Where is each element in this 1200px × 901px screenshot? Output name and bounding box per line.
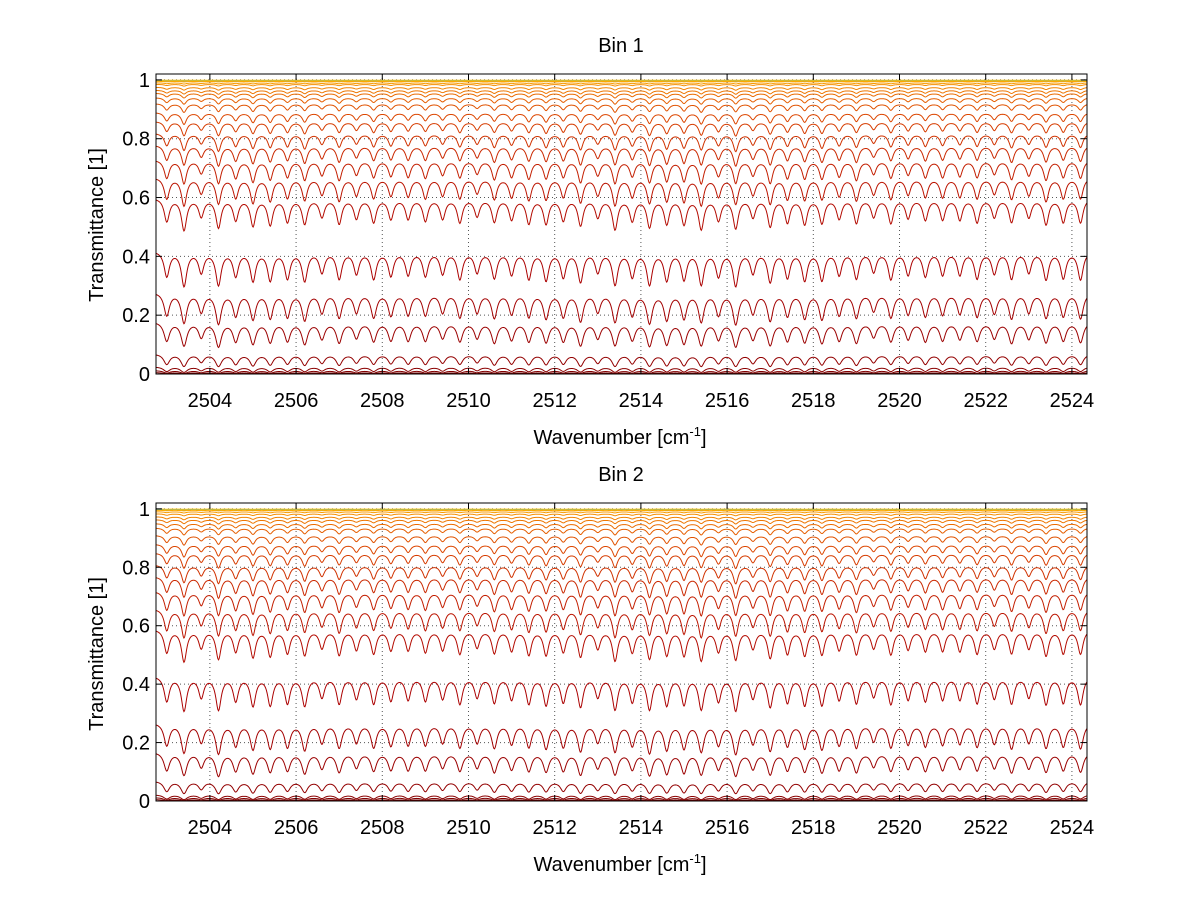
x-tick-label: 2514 — [619, 390, 664, 412]
x-axis-label: Wavenumber [cm-1] — [533, 424, 706, 449]
x-axis-label: Wavenumber [cm-1] — [533, 851, 706, 876]
x-tick-label: 2508 — [360, 390, 405, 412]
series-line — [156, 372, 1087, 374]
series-line — [156, 199, 1087, 233]
series-line — [156, 121, 1087, 137]
x-tick-label: 2524 — [1050, 390, 1095, 412]
x-axis-label-exponent: -1 — [689, 851, 701, 866]
series-line — [156, 523, 1087, 530]
series-line — [156, 797, 1087, 801]
y-axis-label: Transmittance [1] — [86, 148, 108, 302]
series-line — [156, 370, 1087, 374]
x-tick-label: 2506 — [274, 817, 319, 839]
y-tick-label: 0.2 — [122, 305, 150, 327]
series-line — [156, 516, 1087, 521]
series-line — [156, 630, 1087, 664]
series-line — [156, 294, 1087, 326]
series-line — [156, 82, 1087, 85]
x-tick-label: 2512 — [532, 390, 577, 412]
x-tick-label: 2522 — [963, 817, 1008, 839]
x-tick-label: 2510 — [446, 817, 491, 839]
x-tick-label: 2512 — [532, 817, 577, 839]
y-axis-label: Transmittance [1] — [86, 577, 108, 731]
series-line — [156, 86, 1087, 91]
series-line — [156, 366, 1087, 373]
x-tick-label: 2508 — [360, 817, 405, 839]
series-line — [156, 592, 1087, 617]
y-tick-label: 0.6 — [122, 616, 150, 638]
series-line — [156, 178, 1087, 208]
series-line — [156, 794, 1087, 801]
bin-1-chart: Bin 1 Transmittance [1] Wavenumber [cm-1… — [86, 35, 1094, 449]
x-tick-label: 2520 — [877, 817, 922, 839]
series-line — [156, 753, 1087, 778]
series-line — [156, 781, 1087, 795]
series-line — [156, 133, 1087, 153]
series-line — [156, 677, 1087, 713]
series-line — [156, 92, 1087, 99]
series-line — [156, 323, 1087, 349]
x-tick-label: 2516 — [705, 817, 750, 839]
x-tick-label: 2514 — [619, 817, 664, 839]
x-tick-label: 2506 — [274, 390, 319, 412]
plot-area — [156, 503, 1087, 801]
bin-2-chart: Bin 2 Transmittance [1] Wavenumber [cm-1… — [86, 464, 1094, 876]
series-line — [156, 112, 1087, 126]
series-line — [156, 354, 1087, 368]
series-line — [156, 103, 1087, 114]
series-line — [156, 160, 1087, 186]
x-axis-label-exponent: -1 — [689, 424, 701, 439]
y-tick-label: 0.2 — [122, 733, 150, 755]
y-tick-label: 0 — [139, 364, 150, 386]
y-tick-label: 0.4 — [122, 246, 150, 268]
chart-title: Bin 1 — [598, 35, 644, 57]
series-line — [156, 89, 1087, 95]
x-tick-label: 2518 — [791, 390, 836, 412]
series-line — [156, 527, 1087, 536]
series-line — [156, 609, 1087, 640]
series-line — [156, 565, 1087, 585]
series-line — [156, 509, 1087, 512]
y-tick-label: 0.6 — [122, 188, 150, 210]
y-tick-label: 0.8 — [122, 557, 150, 579]
axes-box — [155, 502, 1088, 802]
series-line — [156, 799, 1087, 801]
x-axis-label-close: ] — [701, 427, 707, 449]
x-tick-label: 2522 — [963, 390, 1008, 412]
series-line — [156, 553, 1087, 570]
x-tick-label: 2504 — [188, 817, 233, 839]
x-axis-label-close: ] — [701, 854, 707, 876]
series-line — [156, 577, 1087, 600]
series-line — [156, 511, 1087, 514]
x-tick-label: 2516 — [705, 390, 750, 412]
series-line — [156, 513, 1087, 517]
y-tick-label: 0.8 — [122, 129, 150, 151]
series-line — [156, 519, 1087, 525]
x-tick-label: 2504 — [188, 390, 233, 412]
series-line — [156, 544, 1087, 558]
series-line — [156, 535, 1087, 546]
y-tick-label: 1 — [139, 499, 150, 521]
y-tick-label: 0 — [139, 791, 150, 813]
series-group — [156, 508, 1087, 801]
series-line — [156, 724, 1087, 756]
series-line — [156, 83, 1087, 87]
x-tick-label: 2510 — [446, 390, 491, 412]
x-tick-label: 2518 — [791, 817, 836, 839]
x-tick-label: 2524 — [1050, 817, 1095, 839]
series-line — [156, 145, 1087, 168]
x-axis-label-text: Wavenumber [cm — [533, 854, 689, 876]
chart-title: Bin 2 — [598, 464, 644, 486]
x-axis-label-text: Wavenumber [cm — [533, 427, 689, 449]
axes-box — [155, 73, 1088, 375]
y-tick-label: 1 — [139, 70, 150, 92]
series-line — [156, 80, 1087, 83]
y-tick-label: 0.4 — [122, 674, 150, 696]
series-group — [156, 79, 1087, 374]
series-line — [156, 252, 1087, 289]
series-line — [156, 97, 1087, 105]
x-tick-label: 2520 — [877, 390, 922, 412]
